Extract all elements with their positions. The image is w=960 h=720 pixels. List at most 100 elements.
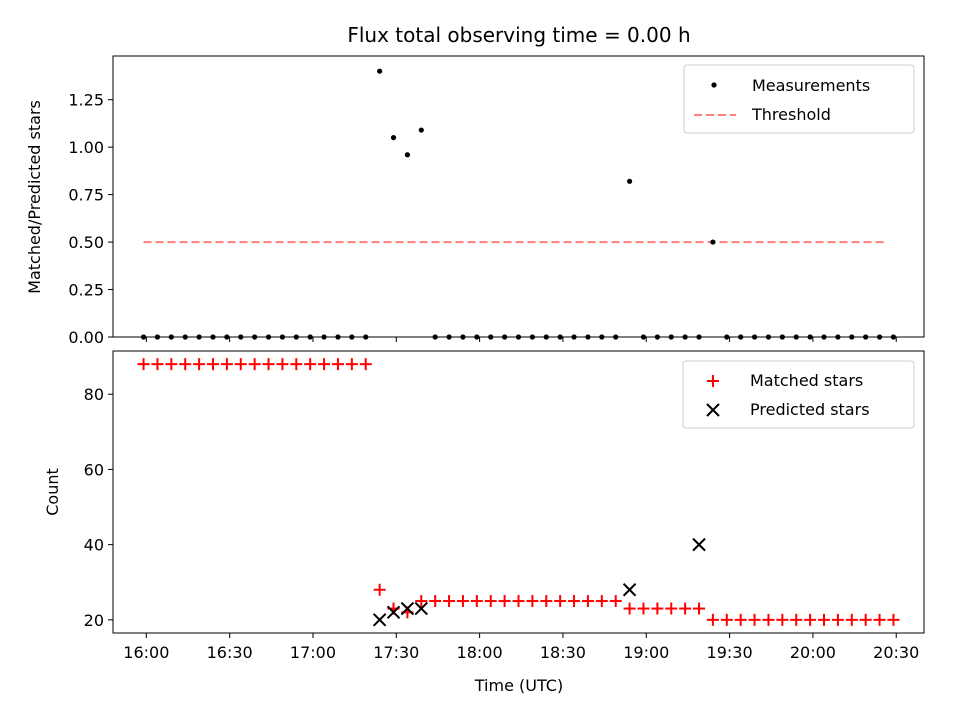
measurement-point: [640, 334, 647, 340]
measurement-point: [335, 334, 341, 340]
measurement-point: [210, 334, 216, 340]
measurement-point: [543, 334, 549, 340]
top-y-tick-label: 0.75: [68, 186, 104, 205]
x-tick-label: 20:00: [790, 643, 836, 662]
matched-star-point: [415, 595, 428, 608]
matched-star-point: [554, 595, 567, 608]
x-tick-label: 18:30: [540, 643, 586, 662]
matched-star-point: [762, 613, 775, 626]
measurement-point: [363, 334, 369, 340]
measurement-point: [474, 334, 480, 340]
bottom-y-tick-label: 80: [84, 385, 104, 404]
legend-measurements-marker: [711, 82, 717, 88]
measurement-point: [529, 334, 535, 340]
measurement-point: [293, 334, 299, 340]
matched-star-point: [859, 613, 872, 626]
bottom-legend: Matched stars Predicted stars: [682, 360, 915, 429]
measurement-point: [515, 334, 522, 340]
matched-star-point: [373, 583, 386, 596]
matched-star-point: [873, 613, 886, 626]
top-y-tick-label: 1.00: [68, 138, 104, 157]
chart-title: Flux total observing time = 0.00 h: [347, 23, 690, 47]
measurement-point: [502, 334, 508, 340]
top-y-tick-label: 0.00: [68, 328, 104, 347]
legend-matched-marker: [707, 375, 719, 387]
measurement-point: [404, 152, 411, 158]
matched-star-point: [818, 613, 831, 626]
matched-star-point: [637, 602, 650, 615]
matched-star-point: [595, 595, 608, 608]
measurement-point: [821, 334, 827, 340]
matched-star-point: [345, 358, 358, 371]
matched-star-point: [679, 602, 692, 615]
x-tick-label: 18:00: [457, 643, 503, 662]
matched-star-point: [845, 613, 858, 626]
matched-star-point: [512, 595, 525, 608]
matched-star-point: [276, 358, 289, 371]
bottom-y-tick-label: 60: [84, 460, 104, 479]
matched-star-point: [693, 602, 706, 615]
matched-star-point: [331, 358, 344, 371]
predicted-star-point: [414, 601, 428, 616]
measurement-point: [724, 334, 730, 340]
bottom-y-tick-label: 20: [84, 611, 104, 630]
measurement-point: [432, 334, 438, 340]
matched-star-point: [665, 602, 678, 615]
measurement-point: [696, 334, 702, 340]
measurement-point: [418, 127, 424, 133]
measurement-point: [224, 334, 230, 340]
top-y-tick-label: 0.50: [68, 233, 104, 252]
predicted-star-point: [692, 537, 706, 552]
measurement-point: [585, 334, 591, 340]
measurement-point: [793, 334, 799, 340]
measurement-point: [446, 334, 452, 340]
matched-star-point: [720, 613, 733, 626]
predicted-star-point: [400, 601, 415, 616]
matched-star-point: [790, 613, 803, 626]
measurement-point: [154, 334, 161, 340]
measurement-point: [835, 334, 841, 340]
measurement-point: [557, 334, 563, 340]
matched-star-point: [359, 358, 372, 371]
measurement-point: [321, 334, 327, 340]
bottom-y-tick-label: 40: [84, 536, 104, 555]
top-panel: 0.00 0.25 0.50 0.75 1.00 1.25 Matched/Predict…: [25, 55, 925, 347]
measurement-point: [779, 334, 785, 340]
matched-star-point: [318, 358, 331, 371]
matched-star-point: [429, 595, 442, 608]
matched-star-point: [706, 613, 719, 626]
matched-star-point: [887, 613, 900, 626]
x-tick-label: 20:30: [873, 643, 919, 662]
x-tick-label: 17:00: [290, 643, 336, 662]
measurement-point: [710, 239, 716, 245]
matched-star-point: [220, 358, 233, 371]
measurement-point: [738, 334, 744, 340]
measurement-point: [140, 334, 147, 340]
matched-star-point: [609, 595, 622, 608]
predicted-star-point: [372, 613, 387, 627]
matched-star-point: [776, 613, 789, 626]
matched-star-point: [568, 595, 581, 608]
bottom-plot-frame: [112, 350, 925, 634]
legend-threshold-label: Threshold: [751, 105, 831, 124]
top-legend-box: [683, 64, 915, 134]
x-axis-label: Time (UTC): [474, 676, 563, 695]
measurement-point: [377, 68, 383, 74]
measurement-point: [460, 334, 466, 340]
measurement-point: [182, 334, 188, 340]
matched-star-point: [456, 595, 469, 608]
top-y-tick-label: 1.25: [68, 91, 104, 110]
measurement-point: [488, 334, 494, 340]
measurement-point: [599, 334, 605, 340]
measurement-point: [390, 135, 397, 141]
bottom-panel: 20 40 60 80 16:00 16:30 17:00 17:30 18:00 18:30 1…: [43, 350, 925, 695]
measurement-point: [571, 334, 577, 340]
measurement-point: [238, 334, 244, 340]
legend-matched-label: Matched stars: [750, 371, 863, 390]
matched-star-point: [179, 358, 192, 371]
x-tick-label: 16:30: [207, 643, 253, 662]
matched-star-point: [290, 358, 303, 371]
bottom-legend-box: [682, 360, 915, 429]
measurement-point: [252, 334, 258, 340]
